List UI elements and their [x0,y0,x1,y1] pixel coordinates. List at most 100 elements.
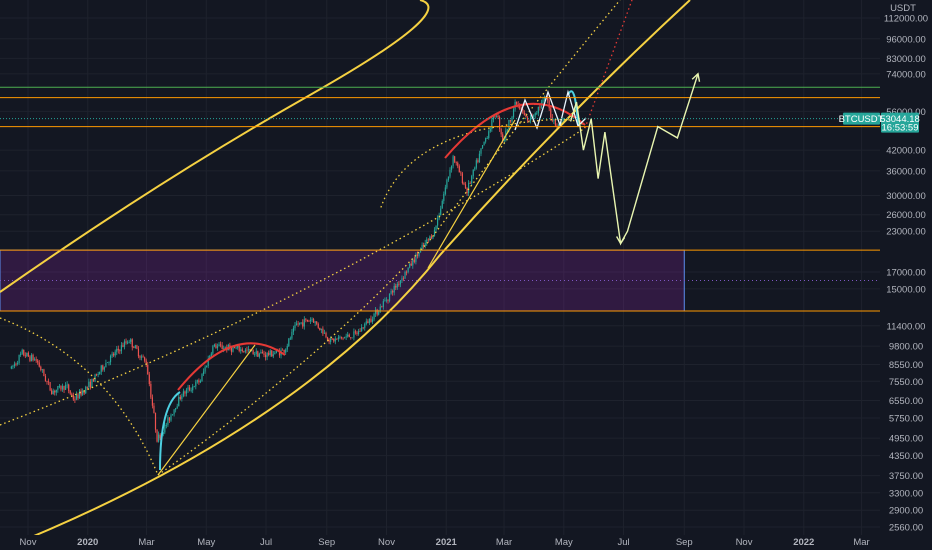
candle-body [336,338,338,340]
candle-body [550,108,552,118]
candle-body [292,328,295,332]
candle-body [32,354,34,361]
candle-body [72,395,74,400]
candle-body [165,424,167,426]
candle-body [543,96,546,101]
candle-body [150,384,152,398]
candle-body [432,236,434,239]
candle-body [47,381,50,383]
candle-body [78,390,81,399]
candle-body [374,309,377,314]
candle-body [68,384,70,391]
candle-body [339,336,341,338]
candle-body [415,254,417,262]
candle-body [212,346,214,354]
grid [0,0,880,535]
price-tick-label: 6550.00 [889,396,923,407]
candle-body [467,182,470,193]
candle-body [122,345,124,347]
candle-body [106,362,109,364]
candle-body [26,352,28,357]
price-tick-label: 83000.00 [886,54,926,65]
dotted-curve-2 [157,0,621,476]
candle-body [274,352,276,355]
projection-path[interactable] [569,72,701,246]
candle-body [52,390,54,394]
yellow-trend-line-2 [427,119,516,269]
candle-body [182,391,184,397]
symbol-tag: BTCUSDT [839,114,884,125]
time-tick-label: Mar [853,537,869,548]
candle-body [131,339,133,348]
symbol-tag-bg [843,112,880,125]
candle-body [502,134,504,141]
candle-body [334,338,336,342]
candle-body [317,323,319,328]
candle-body [137,348,140,357]
candle-body [148,374,150,385]
candle-body [485,138,487,142]
candle-body [30,354,33,361]
candle-body [516,102,518,105]
candle-body [379,306,381,312]
candle-body [46,381,48,383]
projection-low-arrowhead [615,236,626,245]
candle-body [351,337,353,339]
candle-body [392,290,394,293]
candle-body [460,172,462,174]
teal-arc-1 [159,391,181,471]
candle-body [29,356,31,361]
candle-body [224,347,226,349]
candle-body [480,148,482,154]
candle-body [463,183,465,185]
candle-body [281,349,284,351]
candle-body [472,169,474,177]
candle-body [240,349,242,351]
candle-body [37,360,39,363]
price-axis[interactable]: 112000.00 96000.00 83000.00 74000.00 56000.0… [884,14,928,534]
candle-body [176,406,178,408]
candle-body [436,218,439,226]
candle-body [162,432,164,435]
candle-body [10,366,12,369]
candle-body [20,353,22,355]
candle-body [244,349,246,352]
candle-body [466,188,468,193]
dotted-red-line [584,0,633,129]
candle-body [278,351,281,356]
time-tick-label: 2022 [793,537,814,548]
candle-body [302,322,304,327]
candle-body [235,347,237,349]
candle-body [99,371,101,375]
arcs[interactable] [0,0,691,550]
candle-body [198,380,200,383]
candle-body [443,193,445,201]
candle-body [164,425,166,433]
candle-body [353,331,355,338]
candle-body [190,390,192,392]
candle-body [171,414,174,416]
candle-body [539,106,541,108]
candle-body [506,129,508,131]
candle-body [272,354,274,357]
candle-body [303,319,305,327]
candle-body [167,417,169,425]
candle-body [461,173,463,184]
candle-body [285,349,287,353]
candle-body [140,356,143,358]
candle-body [117,348,119,351]
candle-body [534,113,536,116]
candle-body [241,349,243,352]
candle-body [219,344,222,346]
candle-body [331,338,333,340]
candle-body [367,321,369,324]
candle-body [542,100,544,103]
candle-body [368,318,370,324]
candle-body [483,141,485,146]
candle-body [103,367,105,370]
candle-body [525,115,527,118]
time-axis[interactable]: Nov 2020 Mar May Jul Sep Nov 2021 Mar May Jul Sep No… [20,537,870,548]
price-tick-label: 8550.00 [889,360,923,371]
